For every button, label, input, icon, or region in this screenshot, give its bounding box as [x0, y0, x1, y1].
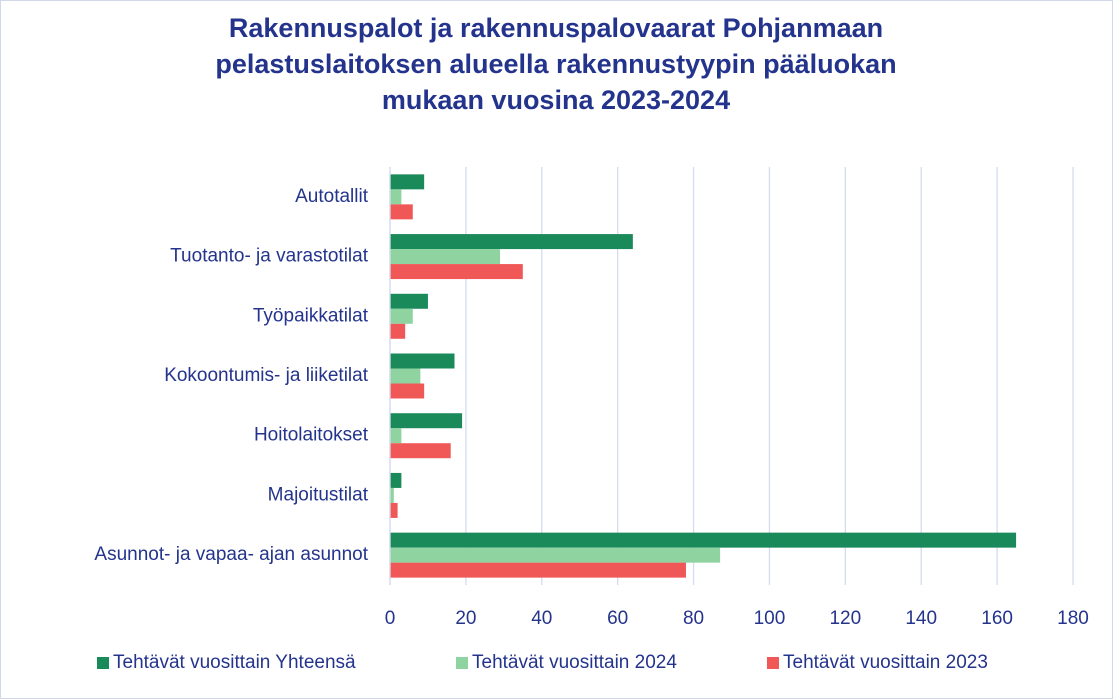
- bar: [390, 428, 402, 444]
- legend-label: Tehtävät vuosittain Yhteensä: [113, 652, 356, 673]
- x-tick-label: 160: [981, 608, 1013, 629]
- bar: [390, 249, 501, 265]
- legend-swatch: [97, 657, 109, 669]
- bar: [390, 189, 402, 205]
- legend-swatch: [456, 657, 468, 669]
- bar: [390, 264, 523, 280]
- bar: [390, 204, 413, 220]
- x-tick-label: 180: [1057, 608, 1089, 629]
- x-tick-label: 0: [385, 608, 396, 629]
- bar: [390, 383, 425, 399]
- bar: [390, 472, 402, 488]
- bar: [390, 487, 394, 503]
- chart-title: mukaan vuosina 2023-2024: [382, 85, 730, 115]
- y-tick-label: Työpaikkatilat: [253, 305, 369, 326]
- x-tick-label: 120: [829, 608, 861, 629]
- x-tick-label: 20: [455, 608, 476, 629]
- chart-title: pelastuslaitoksen alueella rakennustyypi…: [215, 49, 896, 79]
- x-tick-label: 100: [754, 608, 786, 629]
- bar: [390, 502, 398, 518]
- bar: [390, 234, 633, 250]
- legend-swatch: [767, 657, 779, 669]
- y-tick-label: Tuotanto- ja varastotilat: [170, 246, 369, 267]
- x-tick-label: 140: [905, 608, 937, 629]
- bar: [390, 413, 463, 429]
- bar: [390, 174, 425, 190]
- y-tick-label: Majoitustilat: [268, 484, 369, 505]
- bar: [390, 532, 1017, 548]
- x-tick-label: 60: [607, 608, 628, 629]
- bar: [390, 353, 455, 369]
- y-tick-label: Kokoontumis- ja liiketilat: [164, 365, 369, 386]
- bar: [390, 293, 428, 309]
- bar: [390, 562, 686, 578]
- y-tick-label: Hoitolaitokset: [254, 425, 369, 446]
- bar: [390, 308, 413, 324]
- bar: [390, 368, 421, 384]
- bar: [390, 443, 451, 459]
- legend-label: Tehtävät vuosittain 2023: [783, 652, 988, 673]
- y-tick-label: Autotallit: [295, 186, 369, 207]
- chart-title: Rakennuspalot ja rakennuspalovaarat Pohj…: [229, 13, 883, 43]
- x-tick-label: 80: [683, 608, 704, 629]
- x-tick-label: 40: [531, 608, 552, 629]
- y-tick-label: Asunnot- ja vapaa- ajan asunnot: [94, 544, 368, 565]
- bar: [390, 547, 721, 563]
- bar: [390, 323, 406, 339]
- legend-label: Tehtävät vuosittain 2024: [472, 652, 677, 673]
